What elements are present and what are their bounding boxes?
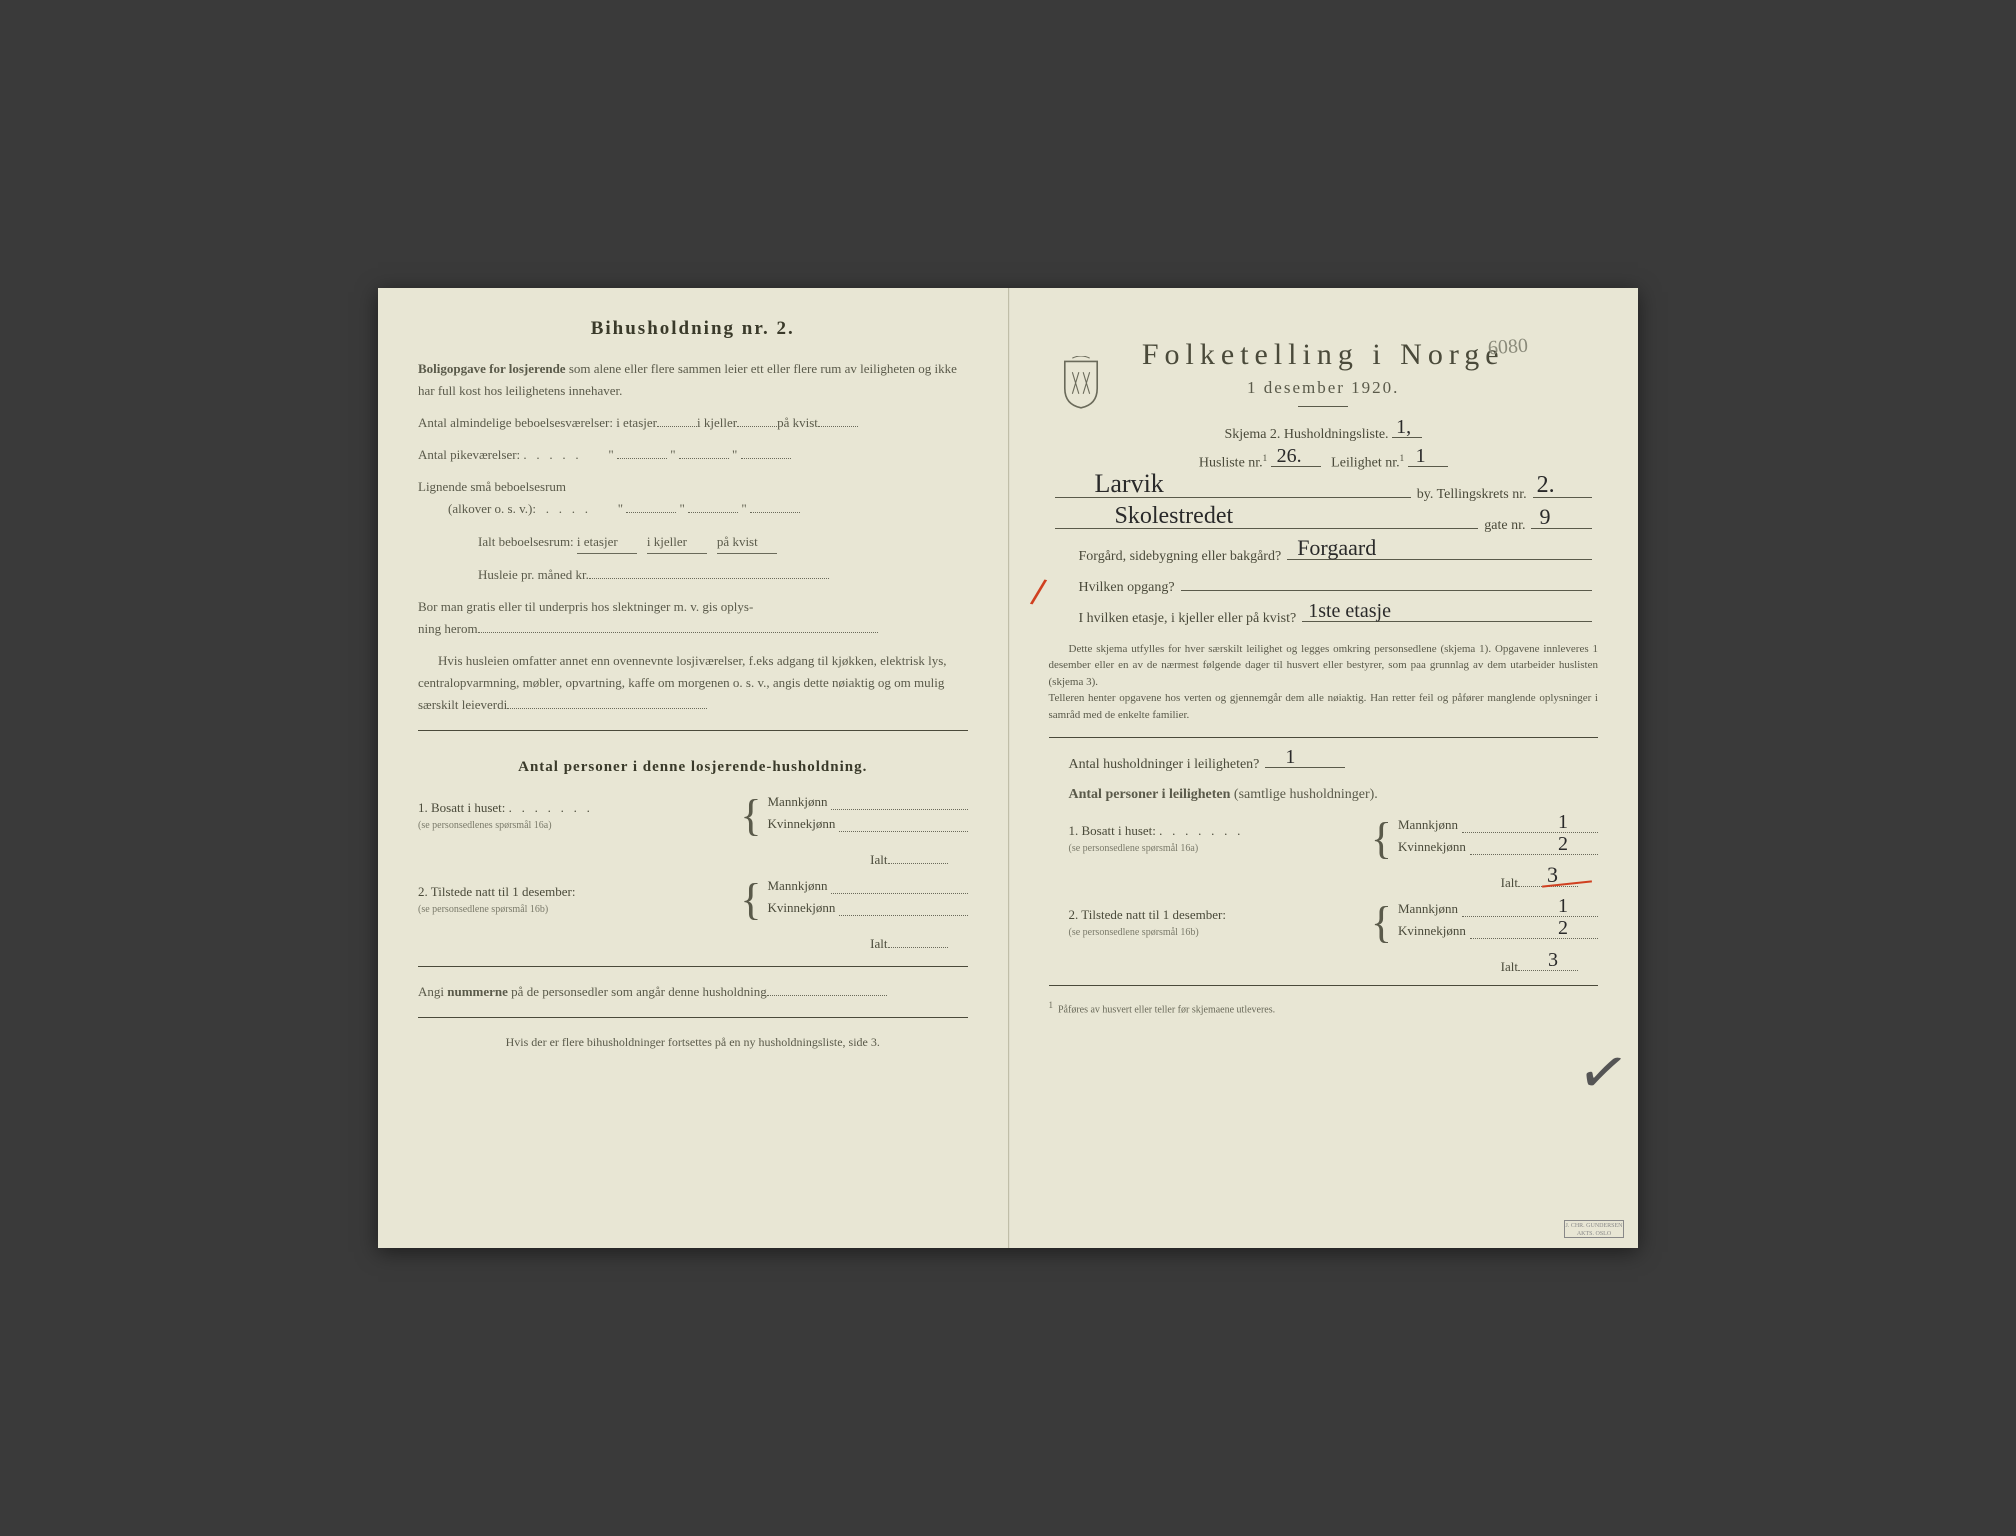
coat-of-arms-icon (1059, 356, 1103, 410)
rent-line: Husleie pr. måned kr. (478, 564, 968, 586)
pencil-annotation: 6080 (1487, 335, 1529, 361)
forgard-line: Forgård, sidebygning eller bakgård? Forg… (1079, 544, 1599, 565)
numbers-line: Angi nummerne på de personsedler som ang… (418, 981, 968, 1003)
total-rooms-line: Ialt beboelsesrum: i etasjeri kjellerpå … (478, 531, 968, 554)
left-footer: Hvis der er flere bihusholdninger fortse… (418, 1032, 968, 1052)
subtitle: 1 desember 1920. (1049, 378, 1599, 407)
left-heading: Bihusholdning nr. 2. (418, 318, 968, 340)
opgang-line: Hvilken opgang? (1079, 575, 1599, 596)
intro-paragraph: Boligopgave for losjerende som alene ell… (418, 358, 968, 402)
red-slash-mark: / (1028, 567, 1049, 615)
instructions-text: Dette skjema utfylles for hver særskilt … (1049, 641, 1599, 724)
gate-line: Skolestredet gate nr. 9 (1049, 513, 1599, 534)
right-page: 6080 Folketelling i Norge 1 desember 192… (1009, 288, 1639, 1248)
antal-hush-line: Antal husholdninger i leiligheten? 1 (1069, 752, 1599, 773)
by-line: Larvik by. Tellingskrets nr. 2. (1049, 482, 1599, 503)
divider (418, 966, 968, 967)
checkmark-icon: ✓ (1572, 1034, 1634, 1112)
brace-icon: { (740, 796, 761, 836)
census-document: Bihusholdning nr. 2. Boligopgave for los… (378, 288, 1638, 1248)
intro-bold: Boligopgave for losjerende (418, 361, 566, 376)
brace-icon: { (1371, 903, 1392, 943)
left-group-1: 1. Bosatt i huset: . . . . . . . (se per… (418, 794, 968, 838)
printer-stamp: J. CHR. GUNDERSEN AKTS. OSLO (1564, 1220, 1624, 1238)
header: 6080 Folketelling i Norge 1 desember 192… (1049, 338, 1599, 407)
brace-icon: { (1371, 819, 1392, 859)
right-group-1: 1. Bosatt i huset: . . . . . . . (se per… (1069, 817, 1599, 861)
skjema-line: Skjema 2. Husholdningsliste. 1, (1049, 427, 1599, 443)
footnote: 1 Påføres av husvert eller teller før sk… (1049, 1000, 1599, 1015)
divider (418, 730, 968, 731)
rooms-line-1: Antal almindelige beboelsesværelser: i e… (418, 412, 968, 434)
small-rooms-line: Lignende små beboelsesrum (alkover o. s.… (418, 476, 968, 520)
antal-pers-title-line: Antal personer i leiligheten (samtlige h… (1069, 783, 1599, 807)
right-group-2: 2. Tilstede natt til 1 desember: (se per… (1069, 901, 1599, 945)
extra-rent-line: Hvis husleien omfatter annet enn ovennev… (418, 650, 968, 716)
persons-section-title: Antal personer i denne losjerende-hushol… (418, 759, 968, 776)
etasje-line: I hvilken etasje, i kjeller eller på kvi… (1079, 606, 1599, 627)
pikevaerelser-line: Antal pikeværelser: . . . . . " " " (418, 444, 968, 466)
gratis-line: Bor man gratis eller til underpris hos s… (418, 596, 968, 640)
left-page: Bihusholdning nr. 2. Boligopgave for los… (378, 288, 1009, 1248)
left-group-2: 2. Tilstede natt til 1 desember: (se per… (418, 878, 968, 922)
divider (1049, 737, 1599, 738)
divider (418, 1017, 968, 1018)
brace-icon: { (740, 880, 761, 920)
divider (1049, 985, 1599, 986)
